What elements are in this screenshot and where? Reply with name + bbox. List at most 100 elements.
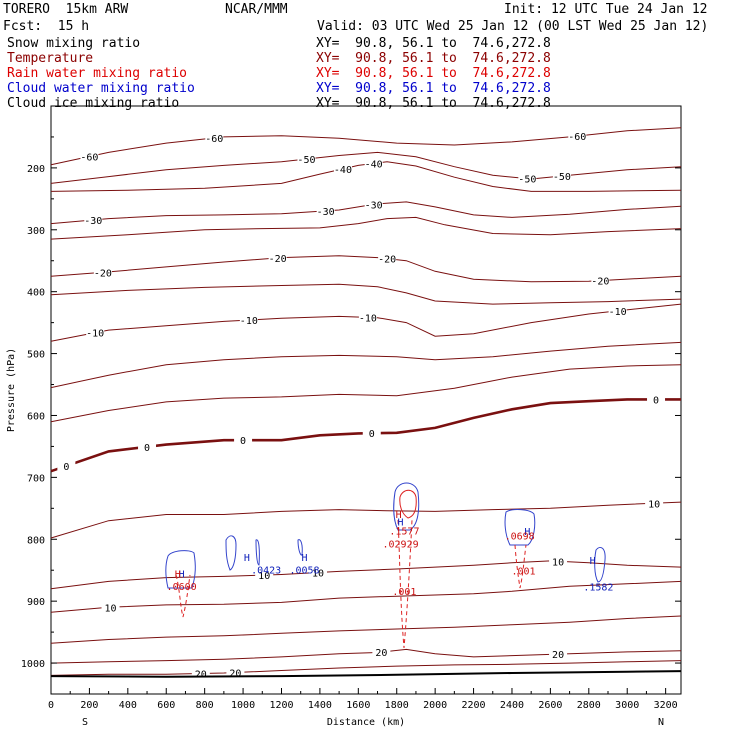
contour-label: -60: [205, 134, 223, 145]
temperature-contour-line: [50, 648, 682, 664]
contour-label: -40: [334, 165, 352, 176]
contour-label: 10: [105, 603, 117, 614]
cloud-water-contour: [393, 482, 420, 531]
y-tick-label: 700: [27, 473, 45, 484]
temperature-contour-line: [50, 580, 682, 613]
field-xy-cloud-water: XY= 90.8, 56.1 to 74.6,272.8: [316, 81, 551, 96]
contour-label-bg: [552, 170, 571, 182]
rain-contour: [397, 519, 413, 649]
contour-label: 20: [195, 669, 207, 680]
contour-label-bg: [591, 274, 610, 286]
temperature-contour-line: [50, 161, 682, 192]
contour-label-bg: [226, 666, 245, 678]
contour-label: 20: [375, 648, 387, 659]
cloud-water-label: H: [590, 556, 596, 567]
contour-label: -40: [365, 159, 383, 170]
contour-label: -50: [297, 155, 315, 166]
x-tick-label: 400: [119, 700, 137, 711]
contour-label: 10: [648, 499, 660, 510]
field-xy-cloud-ice: XY= 90.8, 56.1 to 74.6,272.8: [316, 96, 551, 111]
rain-label: H: [396, 510, 402, 521]
temperature-contours: -60 -60 -60 -50 -50 -50 -40 -40 -30 -30 -30 -20 -20 -…: [50, 127, 682, 680]
mixing-ratio-labels: HH.0423H.0058HHH.1582H.0600H.1577.02929.…: [167, 510, 614, 598]
cloud-water-label: H: [179, 570, 185, 581]
temperature-contour-line: [50, 501, 682, 539]
contour-label-bg: [372, 646, 391, 658]
contour-label-bg: [297, 153, 316, 165]
contour-label: -60: [568, 132, 586, 143]
y-tick-label: 900: [27, 597, 45, 608]
contour-label-bg: [80, 150, 99, 162]
contour-label-bg: [57, 459, 76, 471]
contour-label-bg: [239, 314, 258, 326]
x-tick-label: 1800: [385, 700, 409, 711]
rain-contour: [175, 574, 191, 618]
temperature-contour-line: [50, 201, 682, 225]
contour-label-bg: [84, 213, 103, 225]
contour-label-bg: [549, 555, 568, 567]
contour-label: 10: [312, 569, 324, 580]
field-label-snow: Snow mixing ratio: [7, 36, 141, 51]
x-tick-label: 2800: [577, 700, 601, 711]
rain-label: .0600: [167, 582, 197, 593]
temperature-contour-line: [50, 216, 682, 240]
temperature-contour-line: [50, 615, 682, 644]
rain-label: H: [175, 570, 181, 581]
contour-label-bg: [362, 427, 381, 439]
contour-label: 0: [369, 429, 375, 440]
x-tick-label: 200: [80, 700, 98, 711]
cloud-water-label: H: [524, 527, 530, 538]
contour-label: -20: [378, 255, 396, 266]
contour-label: 0: [63, 462, 69, 473]
contour-label-bg: [358, 311, 377, 323]
y-tick-label: 200: [27, 164, 45, 175]
temperature-contour-line: [50, 283, 682, 305]
x-tick-label: 3200: [654, 700, 678, 711]
x-tick-label: 600: [157, 700, 175, 711]
x-tick-label: 3000: [615, 700, 639, 711]
contour-label: -30: [84, 216, 102, 227]
x-tick-label: 2200: [462, 700, 486, 711]
contour-label: -20: [94, 268, 112, 279]
x-tick-label: 2000: [423, 700, 447, 711]
cloud-water-label: .0058: [289, 565, 319, 576]
temperature-contour-line: [50, 255, 682, 283]
x-tick-label: 1600: [346, 700, 370, 711]
cloud-water-label: H: [302, 553, 308, 564]
contour-label-bg: [364, 157, 383, 169]
y-tick-label: 1000: [21, 659, 45, 670]
cloud-water-contour: [594, 547, 606, 583]
y-tick-label: 300: [27, 226, 45, 237]
contour-label-bg: [316, 204, 335, 216]
contour-label-bg: [378, 252, 397, 264]
field-xy-snow: XY= 90.8, 56.1 to 74.6,272.8: [316, 36, 551, 51]
contour-label-bg: [86, 326, 105, 338]
x-tick-label: 800: [196, 700, 214, 711]
cloud-water-contour: [504, 509, 536, 546]
contour-label: -10: [359, 313, 377, 324]
rain-label: .001: [511, 567, 535, 578]
cloud-water-contour: [165, 550, 196, 589]
rain-label: .001: [392, 587, 416, 598]
temperature-contour-line: [50, 560, 682, 590]
cloud-water-contour: [255, 539, 260, 566]
contour-label: -10: [240, 316, 258, 327]
y-axis-label: Pressure (hPa): [6, 348, 17, 432]
contour-label: -10: [609, 307, 627, 318]
temperature-contour-line: [50, 341, 682, 389]
y-tick-label: 400: [27, 288, 45, 299]
temperature-contour-line: [50, 303, 682, 342]
x-tick-label: 2600: [538, 700, 562, 711]
contour-label-bg: [518, 172, 537, 184]
y-tick-label: 500: [27, 350, 45, 361]
axes: 0 200 400 600 800 1000 1200 1400 1600 1800 2000 220…: [21, 136, 681, 711]
contour-label: 20: [552, 650, 564, 661]
contour-label-bg: [255, 569, 274, 581]
contour-label: -20: [591, 277, 609, 288]
contour-label: -10: [86, 329, 104, 340]
terrain-line: [50, 670, 682, 678]
temperature-contour-line: [50, 398, 681, 473]
contour-label-bg: [308, 566, 327, 578]
x-tick-label: 1000: [231, 700, 255, 711]
contour-label-bg: [191, 667, 210, 679]
